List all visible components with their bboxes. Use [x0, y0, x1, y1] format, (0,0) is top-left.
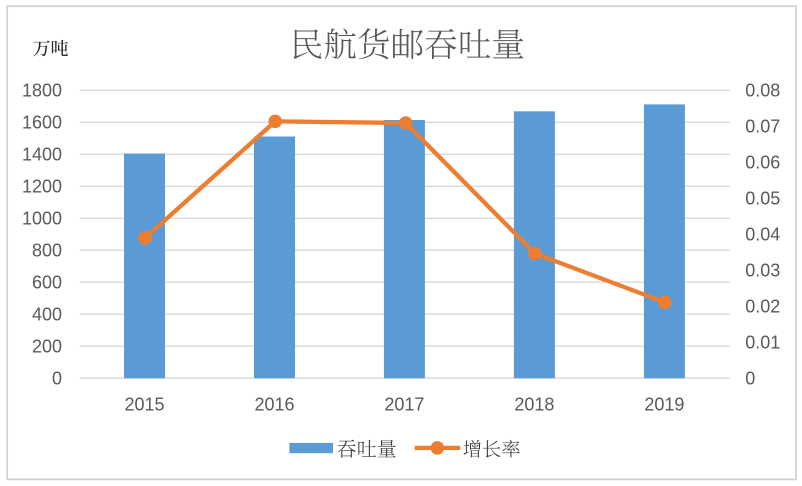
svg-text:0.08: 0.08: [745, 81, 780, 101]
svg-text:0.04: 0.04: [745, 225, 780, 245]
svg-text:0.05: 0.05: [745, 189, 780, 209]
svg-text:1400: 1400: [22, 145, 62, 165]
svg-text:2015: 2015: [124, 395, 164, 415]
svg-text:2016: 2016: [254, 395, 294, 415]
svg-text:1800: 1800: [22, 81, 62, 101]
svg-text:0: 0: [745, 369, 755, 389]
svg-text:1000: 1000: [22, 209, 62, 229]
svg-text:1600: 1600: [22, 113, 62, 133]
svg-text:0.06: 0.06: [745, 153, 780, 173]
svg-text:0.02: 0.02: [745, 297, 780, 317]
svg-text:2019: 2019: [644, 395, 684, 415]
svg-text:600: 600: [32, 273, 62, 293]
svg-text:0.01: 0.01: [745, 333, 780, 353]
svg-text:1200: 1200: [22, 177, 62, 197]
svg-text:0.07: 0.07: [745, 117, 780, 137]
svg-text:0.03: 0.03: [745, 261, 780, 281]
svg-text:400: 400: [32, 305, 62, 325]
svg-text:2018: 2018: [514, 395, 554, 415]
svg-text:0: 0: [52, 369, 62, 389]
svg-text:2017: 2017: [384, 395, 424, 415]
svg-text:200: 200: [32, 337, 62, 357]
svg-text:800: 800: [32, 241, 62, 261]
